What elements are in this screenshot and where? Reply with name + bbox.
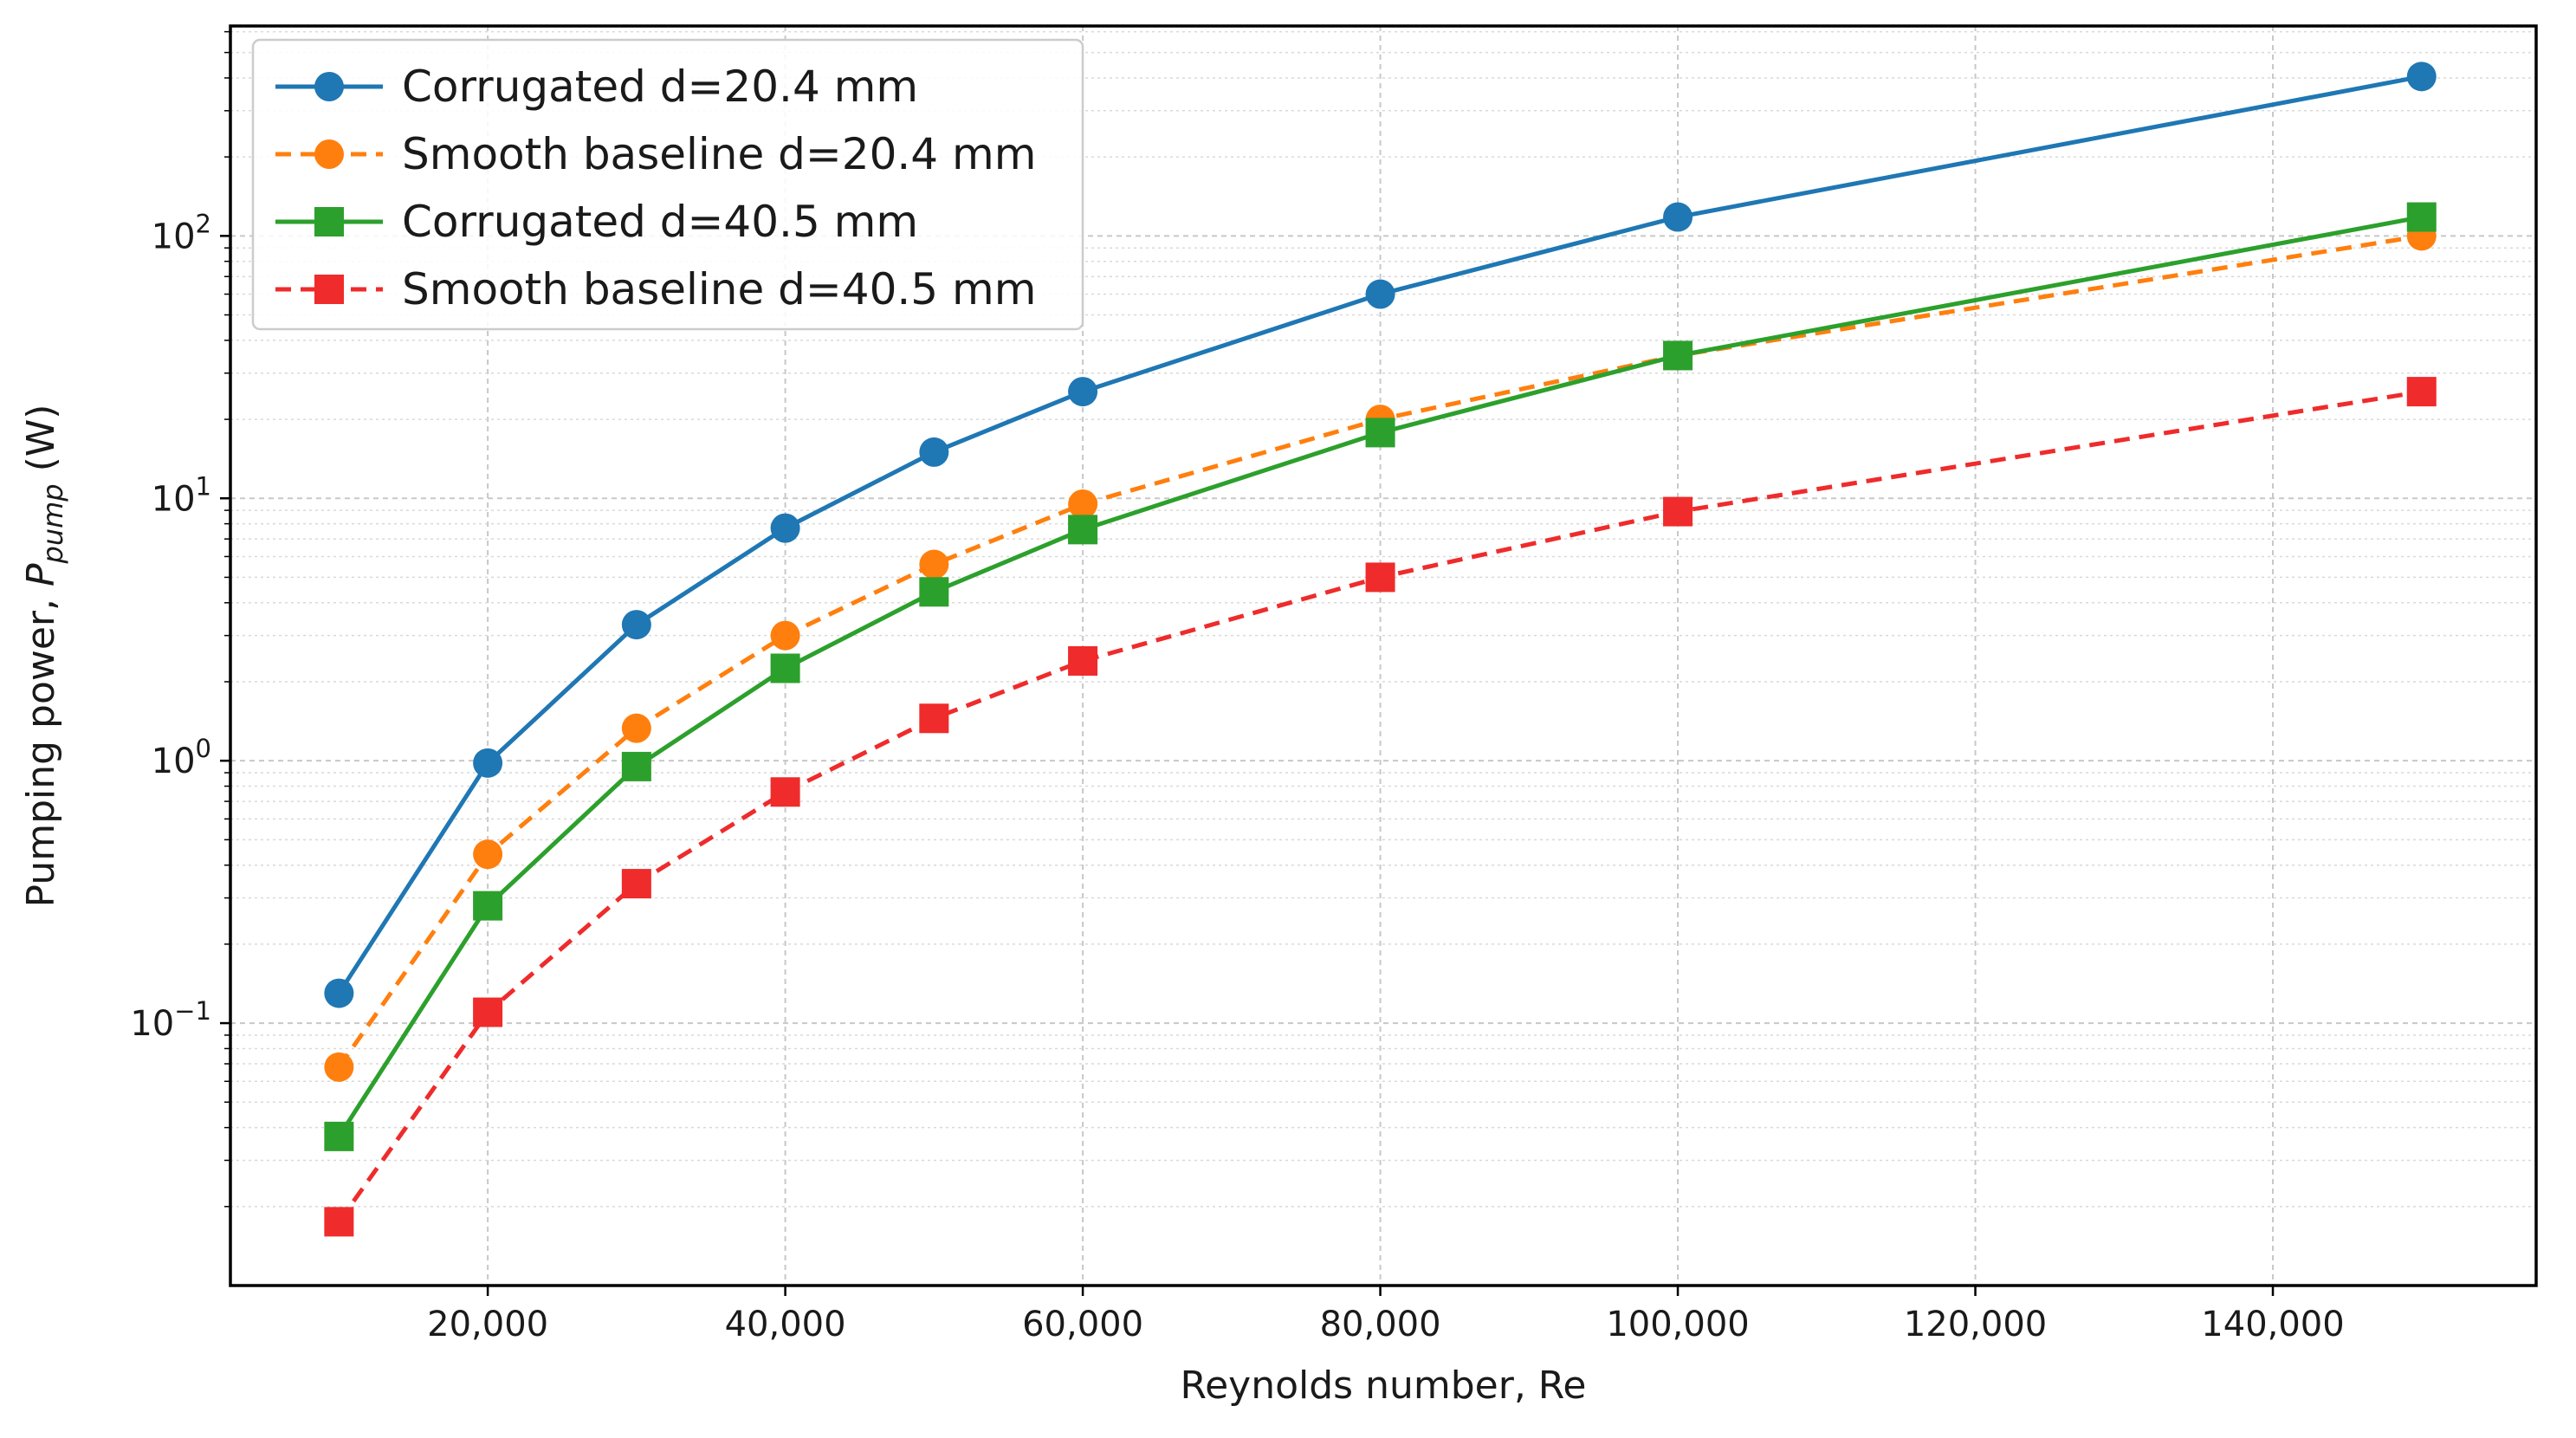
- data-point: [473, 748, 503, 778]
- data-point: [1365, 418, 1395, 448]
- legend-marker: [314, 139, 344, 169]
- data-point: [919, 703, 949, 734]
- series-layer: [324, 62, 2437, 1237]
- data-point: [1068, 515, 1098, 545]
- data-point: [919, 549, 949, 580]
- data-point: [2406, 202, 2437, 232]
- data-point: [621, 713, 651, 743]
- x-tick-label: 80,000: [1320, 1305, 1441, 1344]
- x-tick-label: 20,000: [427, 1305, 548, 1344]
- data-point: [621, 869, 651, 899]
- series-3: [324, 377, 2437, 1237]
- data-point: [324, 1052, 354, 1082]
- legend-marker: [314, 207, 344, 236]
- legend-label: Smooth baseline d=20.4 mm: [402, 129, 1036, 179]
- data-point: [1068, 377, 1098, 407]
- x-tick-label: 60,000: [1022, 1305, 1143, 1344]
- legend-marker: [314, 275, 344, 304]
- y-tick-label: 101: [152, 471, 211, 519]
- x-tick-label: 120,000: [1904, 1305, 2047, 1344]
- data-point: [473, 997, 503, 1027]
- data-point: [473, 891, 503, 921]
- x-tick-label: 40,000: [725, 1305, 846, 1344]
- series-line: [337, 233, 2423, 1069]
- data-point: [621, 610, 651, 640]
- data-point: [770, 620, 800, 651]
- x-tick-label: 140,000: [2201, 1305, 2344, 1344]
- data-point: [2406, 377, 2437, 407]
- data-point: [770, 513, 800, 543]
- legend-label: Smooth baseline d=40.5 mm: [402, 264, 1036, 314]
- legend-marker: [314, 72, 344, 101]
- legend: Corrugated d=20.4 mm Smooth baseline d=20…: [251, 38, 1084, 331]
- data-point: [473, 839, 503, 870]
- legend-label: Corrugated d=20.4 mm: [402, 62, 918, 112]
- y-axis-title-unit: (W): [19, 405, 63, 484]
- y-axis-title-subscript: pump: [36, 483, 69, 564]
- data-point: [770, 653, 800, 683]
- data-point: [919, 577, 949, 607]
- plot-area-frame: [229, 24, 2538, 1287]
- legend-label: Corrugated d=40.5 mm: [402, 197, 918, 247]
- y-tick-label: 10−1: [130, 996, 211, 1044]
- data-point: [1663, 202, 1693, 232]
- series-0: [324, 62, 2437, 1008]
- y-tick-label: 102: [152, 209, 211, 256]
- y-tick-label: 100: [152, 734, 211, 781]
- data-point: [919, 437, 949, 467]
- y-axis-title-text: Pumping power,: [19, 586, 63, 907]
- y-axis-title-symbol: P: [19, 563, 63, 586]
- data-point: [770, 777, 800, 807]
- data-point: [621, 751, 651, 781]
- series-2: [324, 202, 2437, 1151]
- legend-box: [251, 38, 1084, 331]
- data-point: [324, 978, 354, 1008]
- data-point: [1068, 489, 1098, 519]
- y-axis-title: Pumping power, Ppump (W): [19, 405, 69, 908]
- data-point: [2406, 62, 2437, 92]
- x-tick-label: 100,000: [1606, 1305, 1749, 1344]
- axis-ticks: 20,000 40,000 60,000 80,000 100,000 120,000 14…: [130, 30, 2345, 1344]
- data-point: [1663, 340, 1693, 371]
- data-point: [1365, 279, 1395, 309]
- data-point: [1365, 562, 1395, 593]
- data-point: [1068, 645, 1098, 676]
- data-point: [1663, 496, 1693, 527]
- data-point: [324, 1207, 354, 1237]
- x-axis-title: Reynolds number, Re: [1181, 1364, 1587, 1408]
- data-point: [324, 1121, 354, 1151]
